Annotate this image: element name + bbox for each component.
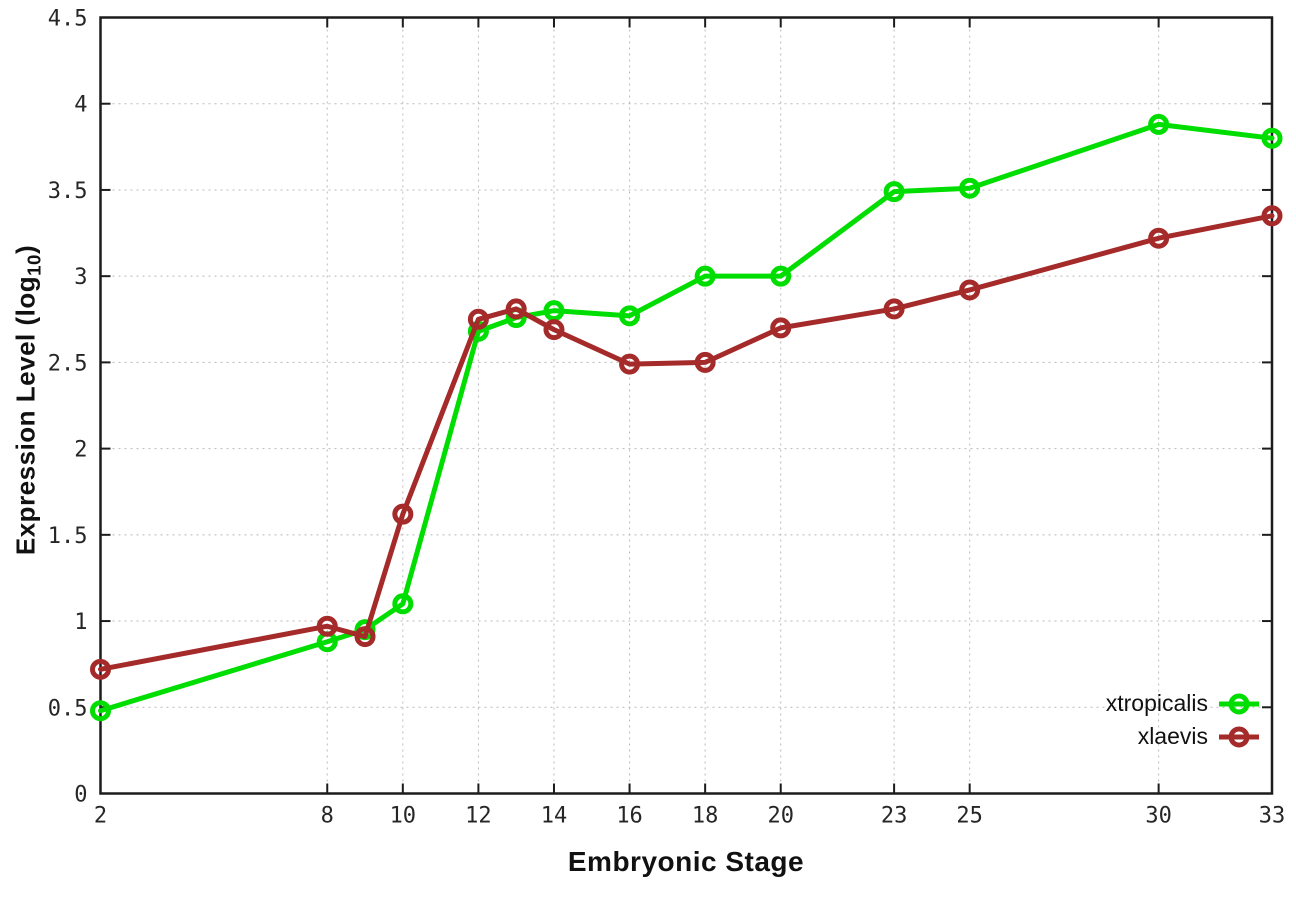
x-tick-label: 2 — [94, 804, 107, 829]
data-point-xtropicalis — [543, 300, 565, 322]
data-point-xlaevis — [883, 298, 905, 320]
x-tick-label: 10 — [390, 804, 417, 829]
y-axis-title-text: Expression Level (log — [10, 275, 41, 556]
x-tick-label: 20 — [767, 804, 794, 829]
x-tick-label: 16 — [616, 804, 643, 829]
y-tick-label: 1 — [74, 610, 87, 635]
data-point-xtropicalis — [770, 265, 792, 287]
data-point-xtropicalis — [959, 177, 981, 199]
data-point-xlaevis — [354, 626, 376, 648]
legend-label-xlaevis: xlaevis — [1137, 723, 1208, 749]
data-point-xtropicalis — [694, 265, 716, 287]
data-point-xtropicalis — [392, 593, 414, 615]
y-tick-label: 4 — [74, 93, 87, 118]
data-point-xlaevis — [505, 298, 527, 320]
legend: xtropicalis xlaevis — [1106, 687, 1260, 753]
data-point-xlaevis — [392, 503, 414, 525]
data-point-xlaevis — [619, 353, 641, 375]
legend-row-xtropicalis: xtropicalis — [1106, 687, 1260, 720]
legend-row-xlaevis: xlaevis — [1106, 720, 1260, 753]
x-tick-label: 25 — [956, 804, 983, 829]
data-point-xlaevis — [694, 351, 716, 373]
data-point-xtropicalis — [883, 181, 905, 203]
data-point-xlaevis — [543, 319, 565, 341]
y-tick-label: 3 — [74, 265, 87, 290]
legend-marker-xlaevis-icon — [1228, 726, 1250, 747]
x-axis-title: Embryonic Stage — [567, 846, 805, 877]
y-tick-label: 0.5 — [48, 696, 88, 721]
data-point-xtropicalis — [1261, 127, 1283, 149]
y-tick-label: 2.5 — [48, 351, 88, 376]
legend-label-xtropicalis: xtropicalis — [1105, 690, 1208, 716]
y-axis-title: Expression Level (log10) — [10, 245, 45, 555]
legend-sample-xtropicalis-icon — [1219, 693, 1259, 714]
y-axis-title-suffix: ) — [10, 244, 41, 255]
x-tick-label: 14 — [541, 804, 568, 829]
series-line-xtropicalis — [98, 121, 1275, 714]
data-point-xlaevis — [770, 317, 792, 339]
legend-marker-xtropicalis-icon — [1228, 693, 1250, 714]
plot-border — [99, 16, 1274, 795]
x-tick-label: 30 — [1145, 804, 1172, 829]
data-point-xlaevis — [90, 658, 111, 680]
data-point-xlaevis — [1148, 227, 1170, 249]
y-tick-label: 4.5 — [48, 7, 88, 32]
y-axis-title-subscript: 10 — [23, 254, 45, 276]
data-point-xlaevis — [959, 279, 981, 301]
y-tick-label: 0 — [74, 783, 87, 808]
data-point-xtropicalis — [619, 305, 641, 327]
x-tick-label: 33 — [1259, 804, 1286, 829]
data-point-xtropicalis — [1148, 113, 1170, 135]
data-point-xlaevis — [1261, 205, 1283, 227]
x-tick-label: 12 — [465, 804, 492, 829]
data-point-xlaevis — [467, 308, 489, 330]
x-tick-label: 18 — [692, 804, 719, 829]
data-point-xtropicalis — [90, 700, 111, 722]
y-tick-label: 3.5 — [48, 179, 88, 204]
legend-sample-xlaevis-icon — [1219, 726, 1259, 747]
x-tick-label: 8 — [321, 804, 334, 829]
y-tick-label: 1.5 — [48, 524, 88, 549]
series-line-xlaevis — [98, 213, 1275, 672]
x-tick-label: 23 — [881, 804, 908, 829]
data-point-xlaevis — [316, 615, 338, 637]
y-tick-label: 2 — [74, 438, 87, 463]
